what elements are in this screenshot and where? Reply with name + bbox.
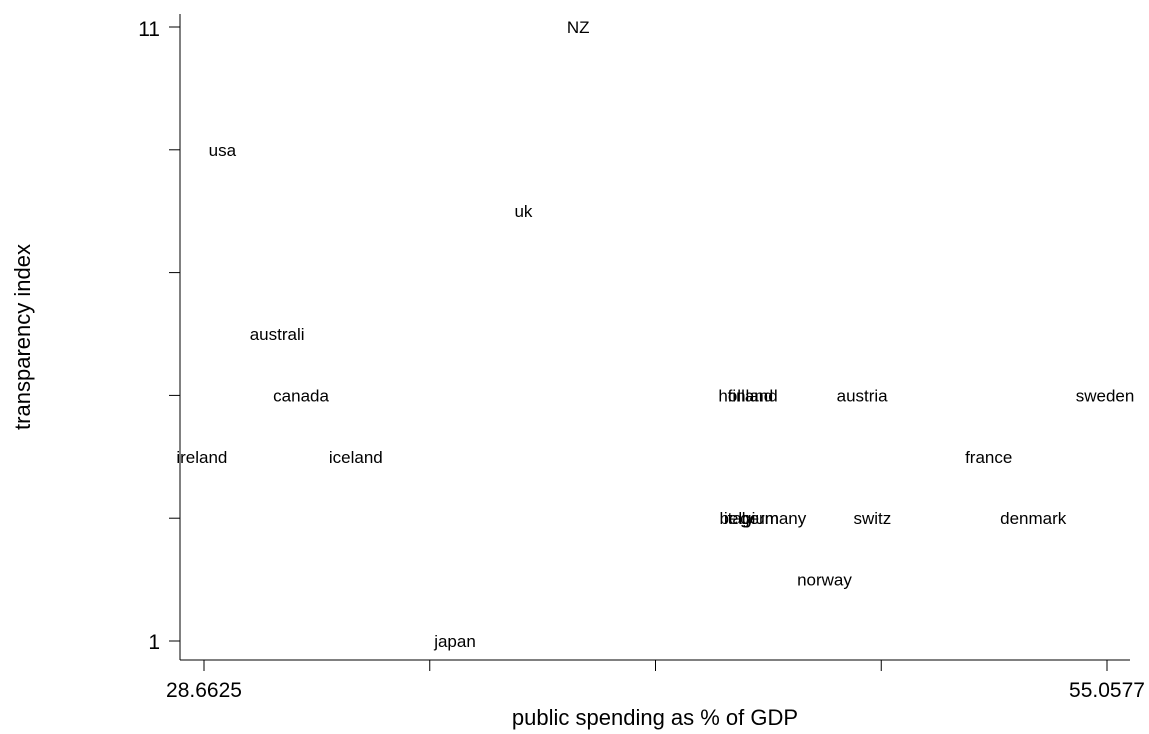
point-label-norway: norway	[797, 571, 852, 590]
point-label-australi: australi	[250, 325, 305, 344]
x-ticks	[203, 660, 1108, 671]
point-label-canada: canada	[273, 386, 329, 405]
point-label-switz: switz	[854, 509, 892, 528]
y-tick-label-top: 11	[138, 18, 160, 41]
point-label-iceland: iceland	[329, 448, 383, 467]
point-label-austria: austria	[837, 386, 889, 405]
point-label-usa: usa	[209, 141, 237, 160]
point-label-belgium: belgium	[719, 509, 779, 528]
x-tick-label-right: 55.0577	[1069, 679, 1145, 702]
point-label-france: france	[965, 448, 1012, 467]
point-label-uk: uk	[514, 202, 532, 221]
y-tick-label-bottom: 1	[148, 631, 160, 654]
point-label-finland: finland	[728, 386, 778, 405]
x-tick-label-left: 28.6625	[166, 679, 242, 702]
point-label-holland: holland	[718, 386, 773, 405]
point-label-sweden: sweden	[1076, 386, 1135, 405]
point-label-italy: italy	[724, 509, 755, 528]
point-label-japan: japan	[433, 632, 476, 651]
y-ticks	[169, 26, 180, 642]
x-axis-title: public spending as % of GDP	[512, 705, 798, 730]
point-label-ireland: ireland	[176, 448, 227, 467]
point-label-NZ: NZ	[567, 18, 590, 37]
y-axis-title: transparency index	[10, 244, 35, 430]
point-label-denmark: denmark	[1000, 509, 1067, 528]
point-label-germany: germany	[740, 509, 807, 528]
